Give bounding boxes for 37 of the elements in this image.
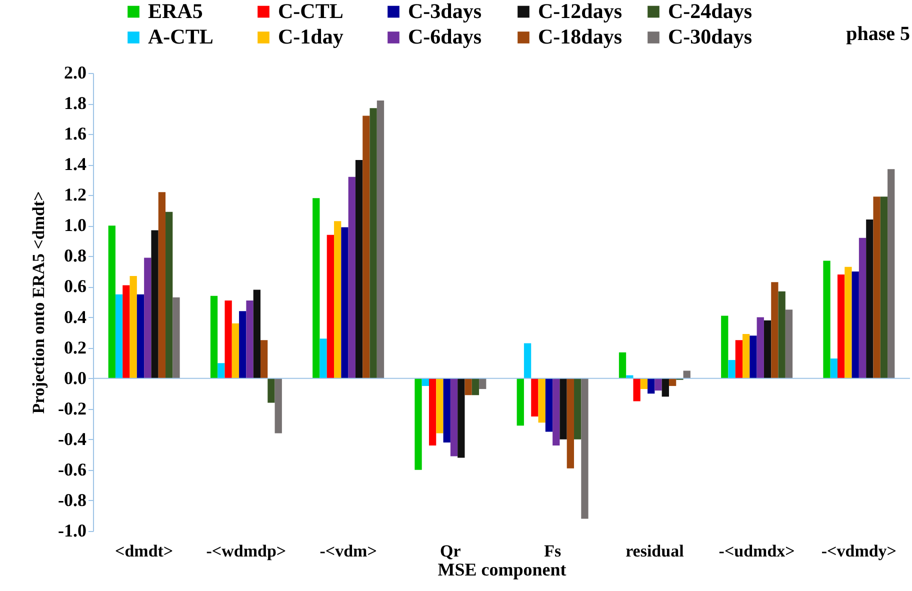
legend-label: C-12days (538, 0, 622, 23)
y-tick-label: 1.6 (64, 124, 86, 144)
y-tick-label: 0.0 (64, 368, 86, 388)
y-tick-label: 1.0 (64, 215, 86, 236)
y-axis-title: Projection onto ERA5 <dmdt> (29, 191, 48, 414)
x-tick-label: residual (626, 542, 684, 560)
legend-label: C-18days (538, 24, 622, 48)
x-tick-label: -<vdm> (320, 542, 377, 560)
y-tick-label: 0.4 (64, 306, 86, 327)
y-tick-label: 0.2 (64, 337, 86, 358)
legend-label: C-1day (278, 24, 344, 48)
x-tick-label: -<udmdx> (718, 542, 795, 560)
legend-label: C-24days (668, 0, 752, 23)
y-tick-label: 2.0 (64, 62, 86, 82)
y-tick-label: -1.0 (58, 520, 86, 540)
y-tick-label: 0.8 (64, 246, 86, 266)
y-tick-label: 0.6 (64, 276, 86, 296)
x-tick-label: -<vdmdy> (821, 542, 896, 560)
text: phase 5 (846, 23, 910, 45)
x-tick-label: Fs (544, 542, 562, 560)
x-tick-label: Qr (440, 542, 462, 560)
x-axis-title: MSE component (438, 560, 566, 580)
y-tick-label: -0.2 (58, 398, 86, 418)
y-tick-label: 1.8 (64, 93, 86, 114)
y-tick-label: -0.6 (58, 459, 86, 480)
legend-label: A-CTL (148, 24, 214, 48)
legend-label: C-3days (408, 0, 482, 23)
y-tick-label: -0.8 (58, 490, 86, 510)
legend-label: ERA5 (148, 0, 203, 23)
x-tick-label: <dmdt> (115, 542, 174, 560)
legend-label: C-6days (408, 24, 482, 48)
y-tick-label: 1.2 (64, 184, 86, 205)
x-tick-label: -<wdmdp> (206, 542, 286, 560)
y-tick-label: 1.4 (64, 154, 86, 174)
legend-label: C-30days (668, 24, 752, 48)
y-tick-label: -0.4 (58, 428, 86, 449)
legend-label: C-CTL (278, 0, 344, 23)
